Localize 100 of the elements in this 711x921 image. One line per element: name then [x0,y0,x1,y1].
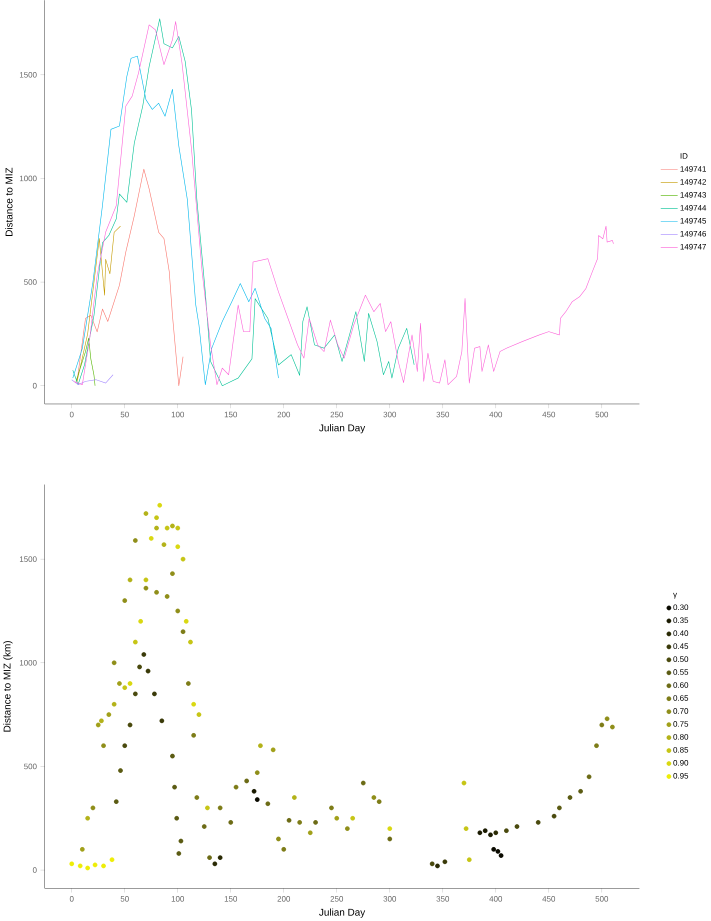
point [96,722,100,728]
point [175,608,180,614]
point [610,724,615,730]
point [180,556,186,562]
point [186,681,191,686]
point [188,640,193,644]
line-series [72,18,414,386]
point [172,784,177,790]
point [350,816,355,821]
point [106,712,112,717]
line-series [76,226,121,382]
point [175,544,180,550]
point [194,795,200,800]
x-axis-title: Julian Day [318,908,366,918]
point [604,716,610,722]
point [594,743,599,748]
point [218,806,222,810]
point [78,864,82,868]
point [552,814,556,819]
point [184,618,188,624]
point [254,770,260,776]
point [159,718,164,724]
point [477,830,482,836]
line-series [76,338,96,386]
line-series [72,56,279,385]
point [116,681,122,686]
point [308,830,312,836]
point [297,820,302,825]
point [170,524,175,528]
point [122,743,127,748]
point [281,846,286,852]
point [146,668,150,674]
point [174,816,179,821]
point [578,788,583,794]
point [114,799,118,804]
point [276,836,281,842]
point [118,768,123,773]
point [128,681,132,686]
point [69,861,74,866]
point [434,864,440,868]
point [112,660,116,666]
point [161,542,166,548]
point [265,801,270,806]
point [122,685,127,690]
point [334,816,339,821]
y-axis-title: Distance to MIZ (km) [3,641,12,732]
point [132,640,138,644]
line-series [71,374,114,385]
line-series [76,168,184,386]
point [430,861,434,866]
point [101,864,106,868]
point [466,857,472,862]
point [191,732,196,738]
point [212,861,218,866]
point [586,774,592,780]
x-axis-title: Julian Day [318,424,366,434]
point [495,849,500,854]
point [154,590,159,595]
point [141,652,146,657]
point [218,855,222,860]
point [292,795,297,800]
point [328,806,334,810]
point [498,853,504,858]
point [387,826,392,831]
point [164,526,170,530]
point [178,838,184,844]
point [92,862,98,868]
point [138,618,143,624]
point [152,692,157,696]
point [556,806,562,810]
point [567,795,572,800]
point [234,784,238,790]
point [536,820,540,825]
point [191,702,196,707]
point [128,722,132,728]
point [376,799,382,804]
line-series [73,21,614,385]
point [101,743,106,748]
point [128,578,132,582]
point [491,846,496,852]
point [143,586,148,591]
point [207,855,212,860]
point [599,722,604,728]
point [180,629,186,634]
point [157,502,162,508]
point [132,538,138,543]
point [90,806,96,810]
point [286,818,292,823]
point [464,826,468,831]
point [204,806,210,810]
point [442,859,448,864]
point [488,832,493,838]
point [514,824,520,829]
point [244,778,249,784]
point [154,526,159,530]
point [143,578,148,582]
point [148,536,154,541]
point [98,718,104,724]
point [109,857,114,862]
point [132,692,138,696]
